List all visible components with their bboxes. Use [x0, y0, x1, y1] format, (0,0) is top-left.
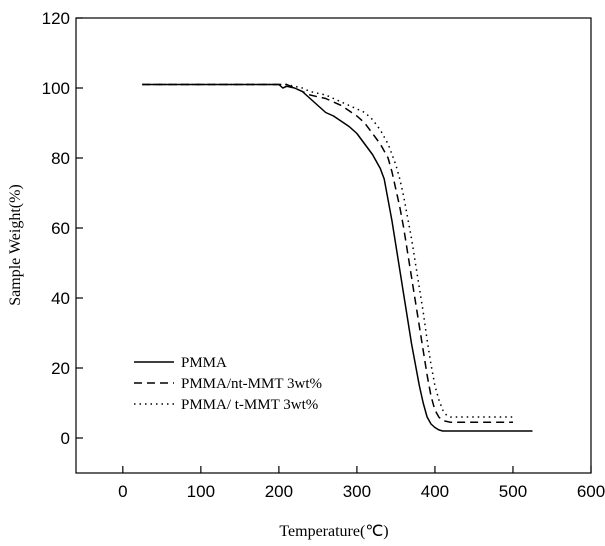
y-tick-label: 0: [61, 429, 70, 448]
y-tick-label: 100: [42, 79, 70, 98]
y-tick-label: 40: [51, 289, 70, 308]
plot-area-frame: [75, 17, 592, 474]
y-axis-ticks: 0 20 40 60 80 100 120: [42, 9, 83, 448]
y-tick-label: 20: [51, 359, 70, 378]
legend-label: PMMA/ t-MMT 3wt%: [181, 397, 318, 413]
x-tick-label: 0: [118, 482, 127, 501]
x-tick-label: 600: [577, 482, 605, 501]
series-pmma-line: [142, 83, 533, 432]
x-tick-label: 500: [499, 482, 527, 501]
legend: PMMA PMMA/nt-MMT 3wt% PMMA/ t-MMT 3wt%: [134, 355, 322, 413]
series-layer: [142, 83, 533, 432]
legend-label: PMMA/nt-MMT 3wt%: [181, 376, 322, 392]
y-axis-title: Sample Weight(%): [7, 184, 24, 306]
x-tick-label: 400: [421, 482, 449, 501]
x-tick-label: 200: [265, 482, 293, 501]
y-tick-label: 80: [51, 149, 70, 168]
x-axis-ticks: 0 100 200 300 400 500 600: [118, 466, 605, 501]
series-pmma-nt-mmt-3wt-line: [142, 83, 513, 424]
x-axis-title: Temperature(℃): [279, 523, 388, 540]
x-tick-label: 100: [187, 482, 215, 501]
legend-label: PMMA: [181, 355, 227, 371]
y-tick-label: 120: [42, 9, 70, 28]
x-tick-label: 300: [343, 482, 371, 501]
y-tick-label: 60: [51, 219, 70, 238]
